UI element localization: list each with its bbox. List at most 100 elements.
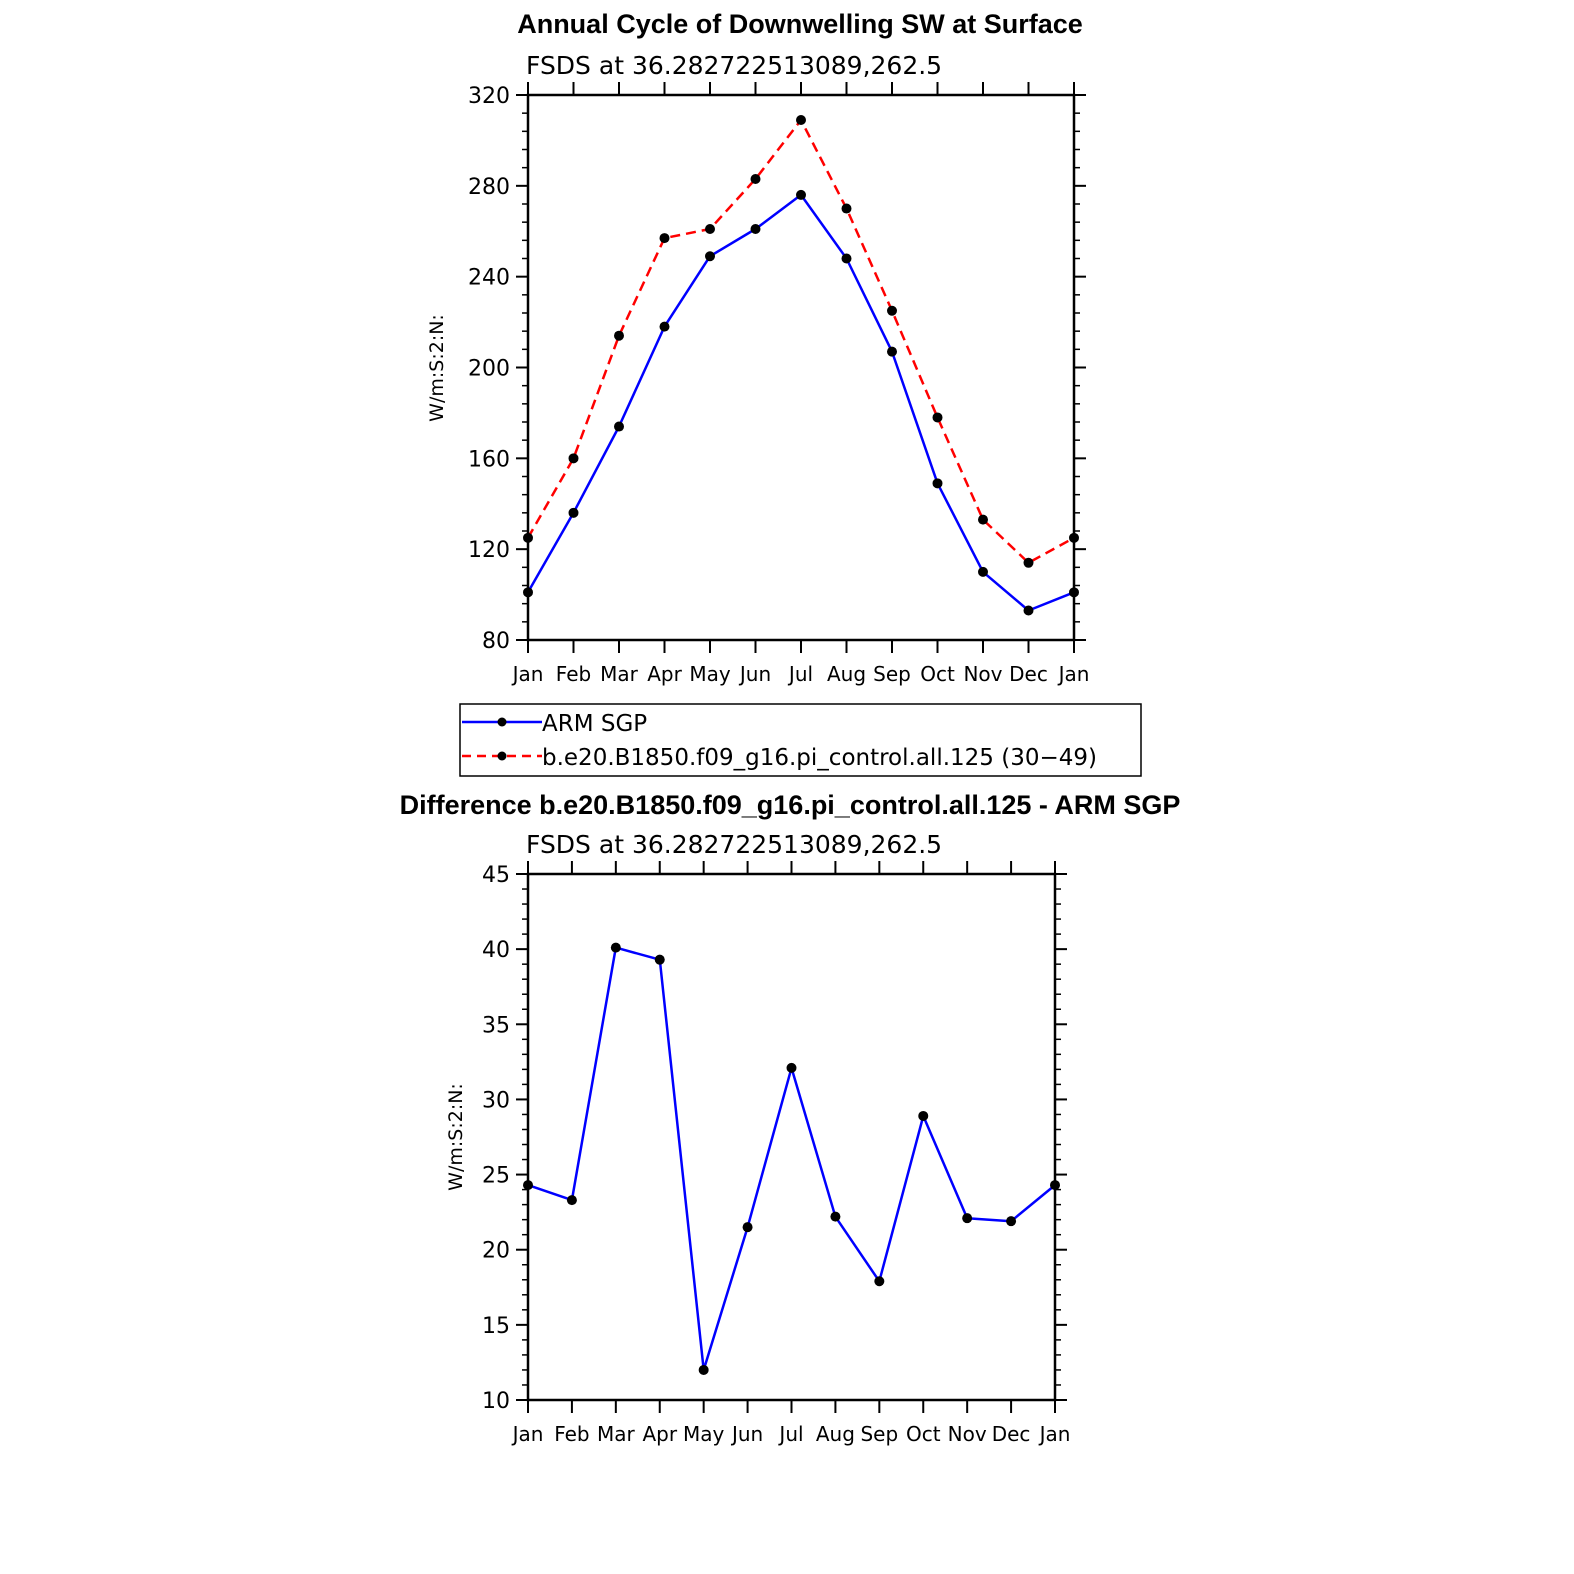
chart1-series-0-point (887, 346, 897, 357)
chart1-x-tick-label: Sep (873, 662, 911, 686)
chart1-x-tick-label: May (689, 662, 731, 686)
chart1-x-tick-label: Jun (738, 662, 771, 686)
chart1-series (523, 114, 1079, 616)
chart2-y-tick-label: 45 (482, 863, 510, 888)
chart2-title: Difference b.e20.B1850.f09_g16.pi_contro… (400, 790, 1181, 820)
chart1-y-tick-label: 280 (468, 175, 510, 200)
chart2-x-tick-label: Oct (906, 1422, 941, 1446)
legend-box (459, 703, 1142, 777)
chart1-x-tick-label: Mar (600, 662, 639, 686)
chart2-series-0-point (962, 1213, 973, 1224)
chart1-y-tick-label: 80 (482, 629, 510, 654)
chart1-series-1-point (932, 412, 943, 423)
chart2-x-tick-label: Nov (948, 1422, 987, 1446)
chart1-series-1-point (1069, 532, 1079, 543)
chart1-series-0-point (796, 189, 806, 200)
chart2-x-tick-label: Jan (511, 1422, 544, 1446)
chart2-y-tick-label: 30 (482, 1088, 510, 1113)
chart2-x-tick-label: Feb (554, 1422, 589, 1446)
chart2-x-tick-label: Dec (992, 1422, 1031, 1446)
chart1-series-0-point (1069, 587, 1079, 598)
chart2-x-tick-label: Aug (816, 1422, 855, 1446)
legend-marker-arm-sgp (497, 717, 507, 727)
chart2-y-tick-label: 10 (482, 1389, 510, 1414)
chart1-series-1-point (750, 174, 761, 185)
chart2-series-0-point (523, 1180, 533, 1191)
chart2-plot-frame (526, 872, 1057, 1402)
chart1-x-tick-label: Jan (1057, 662, 1090, 686)
chart2-y-tick-label: 25 (482, 1164, 510, 1189)
chart2-series (523, 942, 1060, 1375)
chart2-x-tick-label: Apr (642, 1422, 677, 1446)
chart1-series-1-point (1023, 557, 1034, 568)
chart1-series-1-point (978, 514, 988, 525)
chart2-x-tick-label: Jul (777, 1422, 803, 1446)
chart2-y-tick-label: 15 (482, 1314, 510, 1339)
chart1-x-tick-label: Feb (556, 662, 591, 686)
chart1-x-tick-label: Nov (963, 662, 1002, 686)
chart1-series-0-point (750, 223, 761, 234)
chart2-x-tick-label: Jun (730, 1422, 763, 1446)
legend: ARM SGP b.e20.B1850.f09_g16.pi_control.a… (459, 703, 1142, 777)
legend-label-model: b.e20.B1850.f09_g16.pi_control.all.125 (… (542, 745, 1097, 771)
chart1-y-tick-label: 200 (468, 357, 510, 382)
chart2-x-tick-label: Mar (597, 1422, 636, 1446)
chart1-plot-frame (526, 93, 1076, 642)
chart2-y-tick-label: 20 (482, 1239, 510, 1264)
chart1-series-0-point (659, 321, 670, 332)
chart1-series-0-point (614, 421, 624, 432)
chart2-x-tick-label: May (683, 1422, 725, 1446)
difference-chart: Difference b.e20.B1850.f09_g16.pi_contro… (400, 790, 1181, 1446)
chart2-series-0-point (566, 1195, 577, 1206)
chart2-x-tick-label: Sep (860, 1422, 898, 1446)
chart1-series-1-point (568, 453, 579, 464)
chart1-series-0-line (526, 193, 1075, 612)
chart2-x-tick-label: Jan (1038, 1422, 1071, 1446)
chart1-series-1-point (614, 330, 624, 341)
chart2-series-0-point (1006, 1216, 1017, 1227)
chart1-y-tick-label: 320 (468, 84, 510, 109)
chart1-y-tick-label: 120 (468, 538, 510, 563)
chart1-subtitle: FSDS at 36.282722513089,262.5 (526, 51, 942, 80)
chart1-series-1-point (841, 203, 852, 214)
chart1-series-0-point (932, 478, 943, 489)
chart1-x-tick-label: Aug (827, 662, 866, 686)
chart2-series-0-point (742, 1222, 753, 1233)
chart2-subtitle: FSDS at 36.282722513089,262.5 (526, 830, 942, 859)
chart1-series-0-point (841, 253, 852, 264)
chart1-axes: 80 120 160 200 240 280 320 Jan Feb Mar Apr May Jun Ju… (468, 82, 1089, 686)
chart1-series-0-point (1023, 605, 1034, 616)
chart1-series-1-point (796, 114, 806, 125)
chart1-x-tick-label: Dec (1009, 662, 1048, 686)
chart2-series-0-point (654, 954, 665, 965)
chart2-series-0-point (1050, 1180, 1060, 1191)
chart2-y-tick-label: 35 (482, 1013, 510, 1038)
chart2-series-0-point (874, 1276, 885, 1287)
chart2-axes: 10 15 20 25 30 35 40 45 Jan Feb Mar Apr May Jun Jul Aug… (482, 861, 1070, 1446)
legend-marker-model (497, 751, 507, 761)
chart1-series-1-point (523, 532, 533, 543)
chart1-series-0-point (523, 587, 533, 598)
chart2-series-0-point (786, 1062, 797, 1073)
chart1-y-axis-label: W/m:S:2:N: (426, 314, 448, 422)
chart1-y-tick-label: 160 (468, 447, 510, 472)
chart2-series-0-line (527, 946, 1056, 1372)
chart2-series-0-point (698, 1364, 709, 1375)
annual-cycle-chart: Annual Cycle of Downwelling SW at Surfac… (426, 9, 1089, 686)
chart1-series-1-point (659, 233, 670, 244)
chart1-series-0-point (705, 251, 715, 262)
chart2-series-0-point (830, 1211, 841, 1222)
chart1-x-tick-label: Jul (787, 662, 813, 686)
chart1-series-1-point (887, 305, 897, 316)
chart1-series-1-line (526, 118, 1075, 565)
chart1-series-0-point (978, 566, 988, 577)
chart2-series-0-point (610, 942, 621, 953)
chart1-title: Annual Cycle of Downwelling SW at Surfac… (517, 9, 1083, 39)
chart2-y-tick-label: 40 (482, 938, 510, 963)
chart1-y-tick-label: 240 (468, 266, 510, 291)
chart2-y-axis-label: W/m:S:2:N: (445, 1083, 467, 1191)
legend-label-arm-sgp: ARM SGP (542, 711, 647, 737)
chart1-x-tick-label: Jan (511, 662, 544, 686)
chart1-x-tick-label: Apr (647, 662, 682, 686)
